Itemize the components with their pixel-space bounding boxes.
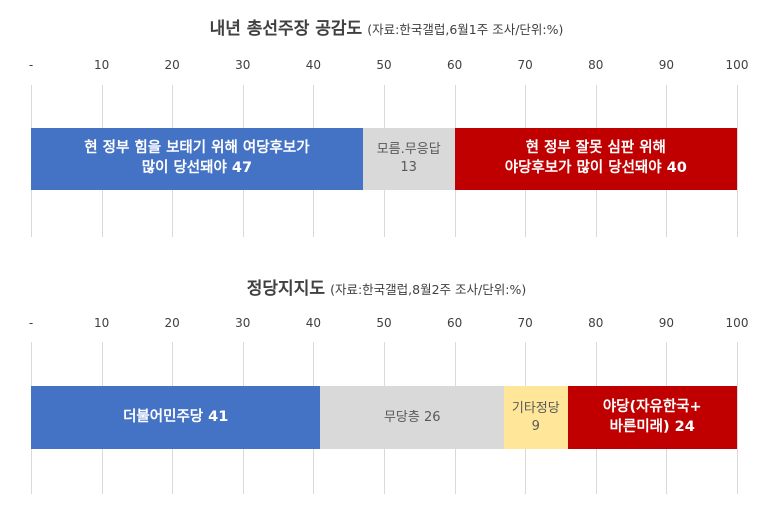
bar-segment: 더불어민주당 41 (31, 386, 321, 449)
x-tick-label: 100 (725, 316, 749, 330)
chart-title: 정당지지도 (자료:한국갤럽,8월2주 조사/단위:%) (0, 274, 773, 299)
x-tick-label: 30 (235, 58, 251, 72)
x-tick-label: 10 (93, 58, 110, 72)
x-axis-ticks: - 10 20 30 40 50 60 70 80 90 100 (0, 316, 773, 336)
chart-panel-2: 정당지지도 (자료:한국갤럽,8월2주 조사/단위:%) - 10 20 30 40 50… (0, 262, 773, 524)
bar-data-label: 야당(자유한국+ 바른미래) 24 (602, 398, 702, 435)
x-axis-ticks: - 10 20 30 40 50 60 70 80 90 100 (0, 58, 773, 78)
x-tick-label: 30 (235, 316, 251, 330)
x-tick-label: 100 (725, 58, 749, 72)
x-tick-label: 60 (446, 58, 463, 72)
x-tick-label: 20 (164, 316, 180, 330)
x-tick-label: 50 (376, 316, 392, 330)
chart-title-source: (자료:한국갤럽,8월2주 조사/단위:%) (330, 282, 527, 297)
x-tick-label: 90 (658, 316, 675, 330)
bar-segment: 무당층 26 (320, 386, 504, 449)
bar-segment: 현 정부 잘못 심판 위해 야당후보가 많이 당선돼야 40 (454, 128, 737, 190)
x-tick-label: 90 (658, 58, 675, 72)
bar-data-label: 현 정부 잘못 심판 위해 야당후보가 많이 당선돼야 40 (504, 140, 687, 176)
x-tick-label: 70 (517, 316, 533, 330)
bar-data-label: 무당층 26 (383, 409, 441, 425)
bar-segment: 현 정부 힘을 보태기 위해 여당후보가 많이 당선돼야 47 (31, 128, 363, 190)
chart-title-main: 정당지지도 (246, 279, 325, 299)
x-tick-label: 60 (446, 316, 463, 330)
bar-data-label: 현 정부 힘을 보태기 위해 여당후보가 많이 당선돼야 47 (84, 140, 310, 176)
x-tick-label: 40 (305, 58, 322, 72)
bar-data-label: 기타정당 9 (511, 400, 560, 434)
x-tick-label: 80 (588, 316, 604, 330)
chart-title-main: 내년 총선주장 공감도 (209, 19, 363, 39)
x-tick-label: 10 (93, 316, 110, 330)
chart-panel-1: 내년 총선주장 공감도 (자료:한국갤럽,6월1주 조사/단위:%) - 10 20… (0, 14, 773, 237)
chart-title-source: (자료:한국갤럽,6월1주 조사/단위:%) (367, 22, 564, 37)
bar-data-label: 더불어민주당 41 (123, 408, 229, 425)
bar-segment: 모름.무응답 13 (362, 128, 455, 190)
x-tick-label: - (28, 58, 34, 72)
bar-segment: 야당(자유한국+ 바른미래) 24 (567, 386, 737, 449)
x-tick-label: 80 (588, 58, 604, 72)
bar-segment: 기타정당 9 (504, 386, 568, 449)
gridline (737, 342, 738, 494)
chart-title: 내년 총선주장 공감도 (자료:한국갤럽,6월1주 조사/단위:%) (0, 14, 773, 39)
bar-data-label: 모름.무응답 13 (376, 142, 441, 175)
x-tick-label: - (28, 316, 34, 330)
x-tick-label: 70 (517, 58, 533, 72)
gridline (737, 85, 738, 237)
x-tick-label: 20 (164, 58, 180, 72)
x-tick-label: 50 (376, 58, 392, 72)
x-tick-label: 40 (305, 316, 322, 330)
